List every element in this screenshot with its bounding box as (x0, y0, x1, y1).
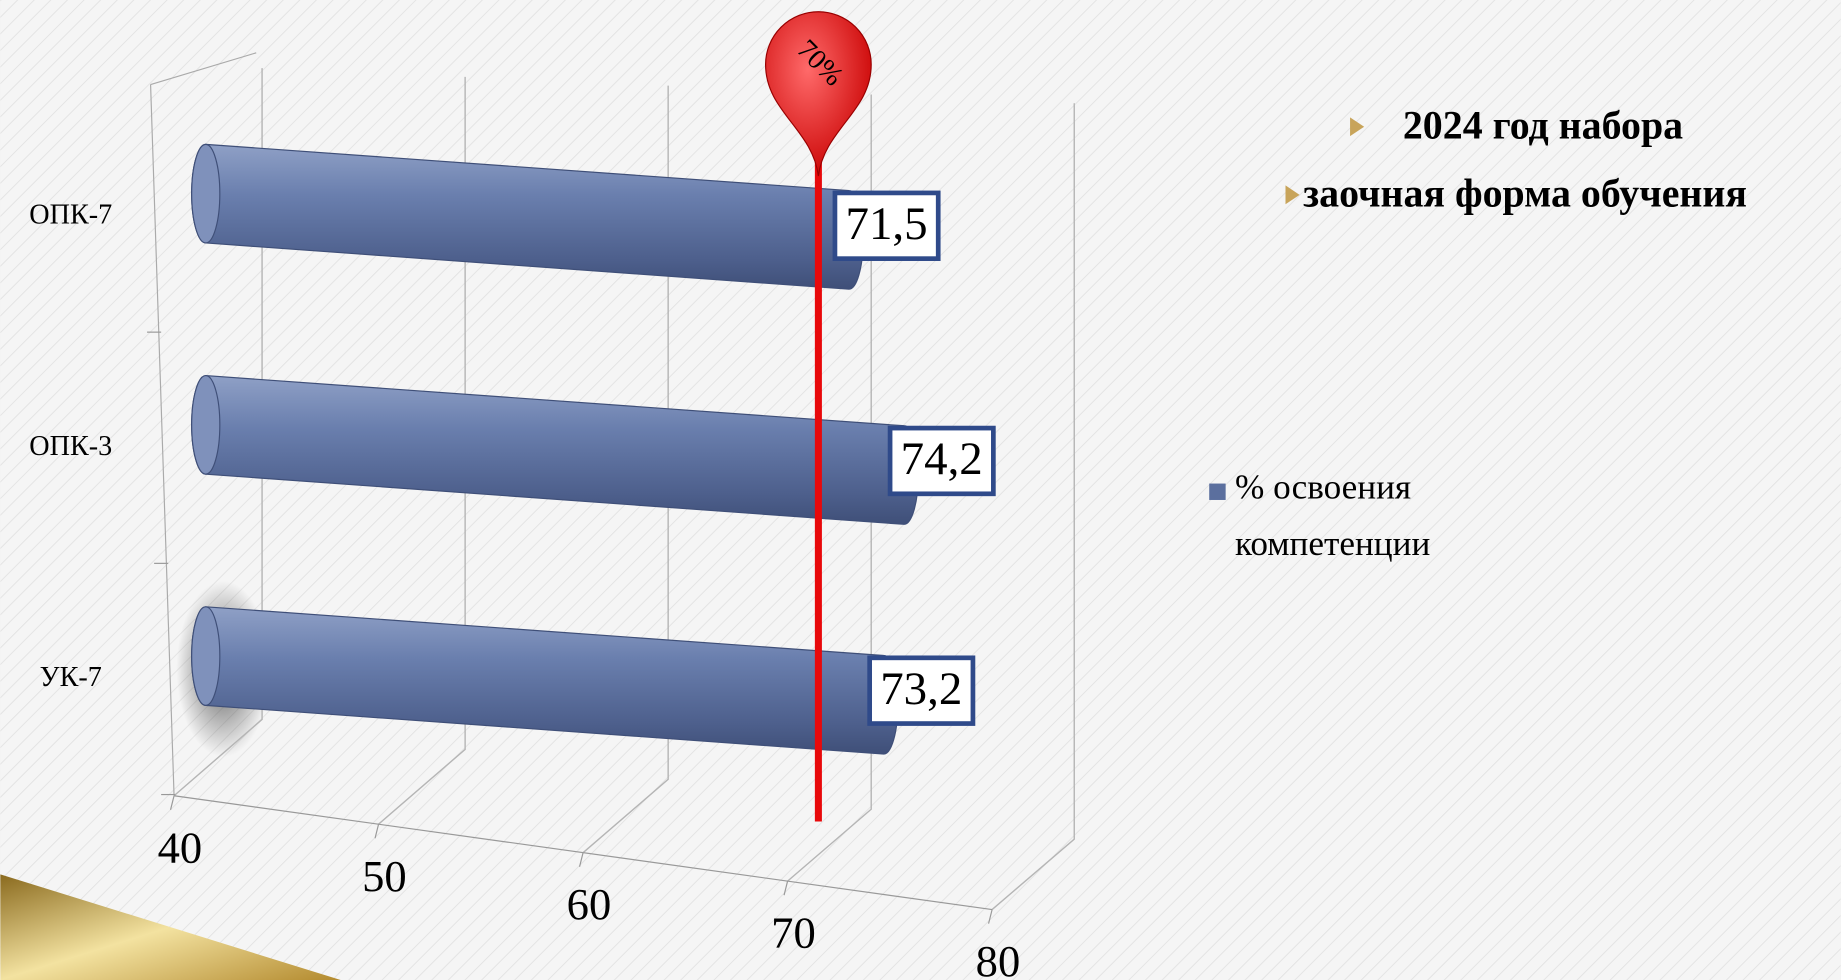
grid-line (991, 103, 1075, 911)
grid-line (173, 68, 263, 797)
y-tick-label: ОПК-7 (29, 200, 112, 231)
bar-cap (191, 606, 221, 706)
bullet (1350, 117, 1365, 137)
grid-line (787, 94, 872, 882)
legend-label: % освоения компетенции (1235, 468, 1430, 563)
y-tick-label: ОПК-3 (29, 431, 112, 462)
tick-mark (169, 795, 175, 810)
note: 2024 год набора (1403, 102, 1683, 147)
bar-cap (191, 374, 221, 475)
axis-wall (149, 84, 175, 796)
value-label-box (832, 190, 941, 261)
value-label: 73,2 (880, 663, 962, 715)
decor-wedge (0, 874, 341, 980)
axis-wall (150, 52, 257, 86)
grid-line (378, 76, 466, 825)
tick-mark (783, 880, 789, 896)
bar-group (191, 606, 899, 755)
x-tick-label: 60 (567, 879, 612, 929)
value-label: 74,2 (901, 433, 983, 485)
tick-mark (578, 852, 584, 867)
value-label-box (867, 655, 976, 726)
tick-mark (988, 909, 993, 924)
reference-pin (764, 11, 872, 177)
x-axis (173, 795, 993, 911)
x-tick-label: 40 (158, 822, 203, 872)
bullet (1285, 185, 1300, 205)
value-label: 71,5 (846, 198, 928, 250)
y-tick-label: УК-7 (40, 662, 102, 693)
x-tick-label: 50 (362, 851, 407, 901)
legend-swatch (1209, 483, 1226, 500)
x-tick-label: 80 (976, 936, 1021, 980)
note: заочная форма обучения (1303, 170, 1747, 215)
grid-line (582, 85, 669, 854)
bar-cap (191, 143, 221, 244)
tick-mark (374, 824, 380, 839)
bar-group (191, 143, 864, 290)
x-tick-label: 70 (771, 908, 816, 958)
value-label-box (887, 425, 996, 497)
